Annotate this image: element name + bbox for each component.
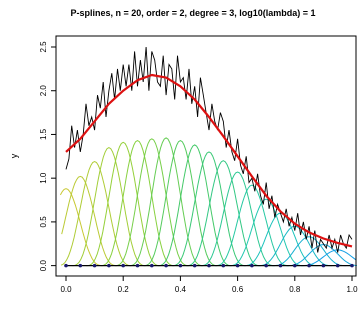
basis-curve xyxy=(86,141,161,267)
basis-curve xyxy=(100,140,175,267)
knot-point xyxy=(235,263,240,268)
x-tick-label: 0.6 xyxy=(232,285,244,294)
basis-curve xyxy=(186,160,261,267)
knot-point xyxy=(150,263,154,268)
basis-curve xyxy=(59,188,104,267)
basis-curve xyxy=(229,198,304,267)
y-tick-label: 1.0 xyxy=(39,172,48,184)
axes: 0.0 0.2 0.4 0.6 0.8 1.0 0.0 0.5 1.0 1.5 2.0 2.5 y xyxy=(9,35,358,294)
knot-point xyxy=(121,263,125,268)
knot-point xyxy=(250,263,254,268)
knot-point xyxy=(335,263,340,268)
knot-point xyxy=(64,263,68,268)
plot-area xyxy=(59,46,357,268)
x-tick-label: 0.2 xyxy=(118,285,130,294)
knot-point xyxy=(293,263,297,268)
y-tick-label: 0.0 xyxy=(39,260,48,272)
basis-curve xyxy=(157,144,232,267)
x-tick-label: 0.4 xyxy=(175,285,187,294)
basis-curve xyxy=(200,171,275,267)
knot-point xyxy=(92,263,97,268)
basis-curve xyxy=(271,236,347,267)
knot-point xyxy=(178,263,183,268)
knot-point xyxy=(307,263,311,268)
basis-curve xyxy=(257,225,332,267)
fitted-spline-line xyxy=(65,73,353,248)
basis-curve xyxy=(286,244,357,267)
knot-point xyxy=(264,263,269,268)
knot-point xyxy=(192,263,197,268)
basis-curve xyxy=(128,137,204,267)
y-tick-label: 2.0 xyxy=(39,85,48,97)
basis-curve xyxy=(114,138,189,267)
basis-curve xyxy=(171,151,247,267)
knot-point xyxy=(78,263,83,268)
x-tick-label: 1.0 xyxy=(346,285,358,294)
y-tick-label: 0.5 xyxy=(39,216,48,228)
x-tick-label: 0.8 xyxy=(289,285,301,294)
basis-curve xyxy=(71,147,147,267)
basis-curve xyxy=(214,184,290,267)
knot-point xyxy=(278,263,283,268)
basis-curve xyxy=(143,140,218,267)
chart-title: P-splines, n = 20, order = 2, degree = 3… xyxy=(70,8,315,18)
knot-point xyxy=(135,263,140,268)
plot-frame xyxy=(55,35,357,277)
knot-point xyxy=(107,263,111,268)
data-series-line xyxy=(65,46,353,253)
basis-curve xyxy=(60,161,132,267)
y-axis-label: y xyxy=(9,153,19,158)
knot-point xyxy=(164,263,168,268)
knot-point xyxy=(350,263,354,268)
x-tick-label: 0.0 xyxy=(60,285,72,294)
knot-point xyxy=(321,263,326,268)
knot-point xyxy=(207,263,211,268)
y-tick-label: 1.5 xyxy=(39,128,48,140)
knot-point xyxy=(221,263,226,268)
y-tick-label: 2.5 xyxy=(39,41,48,53)
